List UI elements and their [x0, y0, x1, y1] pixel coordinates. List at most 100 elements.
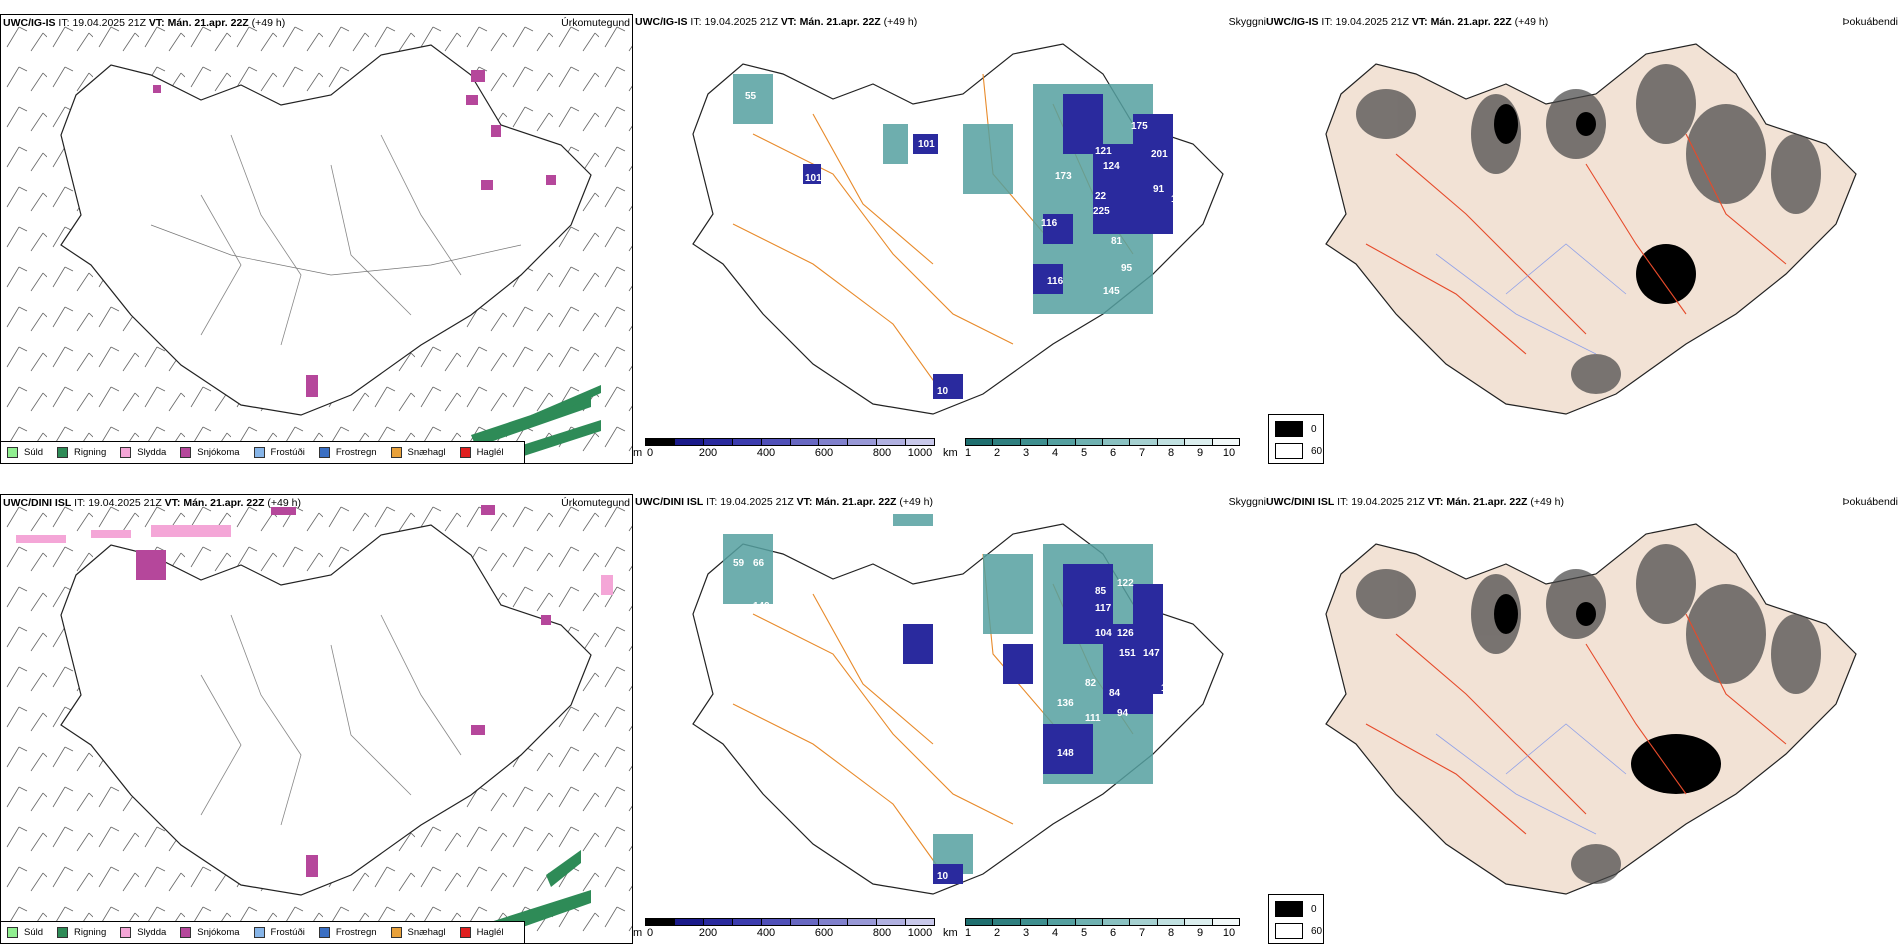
- colorbar-cell: [966, 919, 994, 925]
- legend-item: Snjókoma: [180, 447, 240, 458]
- fog-panel-bottom: UWC/DINI ISL IT: 19.04.2025 21Z VT: Mán.…: [1266, 494, 1900, 944]
- model-name: UWC/IG-IS: [3, 17, 56, 29]
- cloud-panel-bottom: 59 66 149 85 122 117 104 126 147 151 82 …: [633, 494, 1266, 944]
- legend-item: Frostúði: [253, 927, 305, 938]
- colorbar-cell: [1130, 439, 1158, 445]
- legend-item: Slydda: [120, 447, 166, 458]
- legend-item: Frostúði: [253, 447, 305, 458]
- colorbar-tick: 6: [1109, 447, 1117, 459]
- colorbar-cell: [674, 919, 704, 925]
- legend-swatch: [1275, 421, 1303, 437]
- cloud-label: 147: [1143, 648, 1160, 659]
- legend-item: Snjókoma: [180, 927, 240, 938]
- colorbar-cell: [906, 919, 935, 925]
- cloud-label: 116: [1041, 218, 1058, 229]
- legend-swatch: [57, 447, 69, 458]
- cloud-label: 26: [1181, 603, 1193, 614]
- colorbar-tick: 0: [646, 447, 654, 459]
- cloud-label: 201: [1151, 149, 1168, 160]
- cloud-label: 148: [1057, 748, 1074, 759]
- colorbar-cell: [646, 439, 675, 445]
- colorbar-tick: 800: [872, 447, 892, 459]
- legend-item: Haglél: [459, 927, 504, 938]
- cloud-base-colorbar: m 0 200 400 600 800 1000: [633, 918, 938, 942]
- colorbar-cell: [1157, 919, 1186, 925]
- cloud-label: 117: [1095, 603, 1112, 614]
- colorbar-cell: [732, 919, 762, 925]
- cloud-label: 126: [1117, 628, 1134, 639]
- cloud-label: 85: [1095, 586, 1107, 597]
- legend-swatch: [253, 447, 265, 458]
- colorbar-tick: 600: [814, 447, 834, 459]
- colorbar-cell: [1075, 439, 1104, 445]
- panel-title-fog: Þokuábendi: [1842, 496, 1898, 508]
- cloud-label: 91: [1153, 184, 1165, 195]
- colorbar-tick: 8: [1167, 447, 1175, 459]
- colorbar-cell: [906, 439, 935, 445]
- colorbar-cell: [1048, 439, 1076, 445]
- iceland-outline: [60, 44, 592, 416]
- legend-swatch: [253, 927, 265, 938]
- header-cloud-bottom: UWC/DINI ISL IT: 19.04.2025 21Z VT: Mán.…: [635, 496, 933, 508]
- cloud-label: 112: [1173, 168, 1190, 179]
- colorbar-cell: [790, 439, 820, 445]
- colorbar-cell: [761, 439, 791, 445]
- colorbar-cell: [848, 439, 878, 445]
- cloud-panel-top: 55 101 121 124 173 175 201 22 225 81 95 …: [633, 14, 1266, 464]
- legend-swatch: [120, 447, 132, 458]
- colorbar-cell: [966, 439, 994, 445]
- colorbar-cell: [877, 919, 907, 925]
- colorbar-cell: [819, 439, 849, 445]
- cloud-label: 175: [1131, 121, 1148, 132]
- cloud-label: 124: [1103, 161, 1120, 172]
- snow-patches: [153, 70, 556, 397]
- legend-item: Snæhagl: [390, 447, 446, 458]
- fog-legend-top: 0 60: [1268, 414, 1324, 464]
- legend-swatch: [57, 927, 69, 938]
- fog-shading: [1356, 64, 1821, 394]
- visibility-colorbar: km 1 2 3 4 5 6 7 8 9 10: [943, 918, 1243, 942]
- cloud-label: 122: [1117, 578, 1134, 589]
- cloud-label: 121: [1095, 146, 1112, 157]
- cloud-label: 173: [1055, 171, 1072, 182]
- cloud-label: 10: [937, 871, 949, 882]
- legend-swatch: [390, 927, 402, 938]
- header-precip-bottom: UWC/DINI ISL IT: 19.04.2025 21Z VT: Mán.…: [3, 497, 301, 509]
- legend-item: Slydda: [120, 927, 166, 938]
- cloud-label: 104: [1095, 628, 1112, 639]
- colorbar-cell: [732, 439, 762, 445]
- colorbar-tick: 3: [1022, 447, 1030, 459]
- legend-swatch: [459, 927, 471, 938]
- colorbar-cell: [1048, 919, 1076, 925]
- colorbar-cell: [993, 439, 1021, 445]
- precip-map-top: [1, 15, 632, 463]
- legend-swatch: [7, 447, 18, 458]
- legend-item: Snæhagl: [390, 927, 446, 938]
- cloud-labels: 55 101 121 124 173 175 201 22 225 81 95 …: [745, 91, 1190, 397]
- cloud-label: 22: [1095, 191, 1107, 202]
- fog-panel-top: UWC/IG-IS IT: 19.04.2025 21Z VT: Mán. 21…: [1266, 14, 1900, 464]
- legend-item: Rigning: [57, 447, 106, 458]
- cloud-label: 82: [1085, 678, 1097, 689]
- header-fog-top: UWC/IG-IS IT: 19.04.2025 21Z VT: Mán. 21…: [1266, 16, 1549, 28]
- legend-swatch: [180, 447, 192, 458]
- colorbar-cell: [819, 919, 849, 925]
- colorbar-cell: [1212, 919, 1240, 925]
- cloud-map-bottom: 59 66 149 85 122 117 104 126 147 151 82 …: [692, 514, 1224, 895]
- legend-swatch: [120, 927, 132, 938]
- panel-title-precip: Úrkomutegund: [561, 17, 630, 29]
- cloud-label: 95: [1121, 263, 1133, 274]
- colorbar-cell: [877, 439, 907, 445]
- cloud-label: 81: [1111, 236, 1123, 247]
- legend-swatch: [318, 927, 330, 938]
- header-precip-top: UWC/IG-IS IT: 19.04.2025 21Z VT: Mán. 21…: [3, 17, 285, 29]
- cloud-label: 55: [745, 91, 757, 102]
- cloud-labels: 59 66 149 85 122 117 104 126 147 151 82 …: [733, 558, 1193, 882]
- colorbar-cell: [646, 919, 675, 925]
- cloud-map-top: 55 101 121 124 173 175 201 22 225 81 95 …: [692, 43, 1224, 415]
- cloud-label: 101: [918, 139, 935, 150]
- colorbar-cell: [790, 919, 820, 925]
- colorbar-cell: [1185, 919, 1213, 925]
- precip-map-bottom: [1, 495, 632, 943]
- cloud-label: 225: [1093, 206, 1110, 217]
